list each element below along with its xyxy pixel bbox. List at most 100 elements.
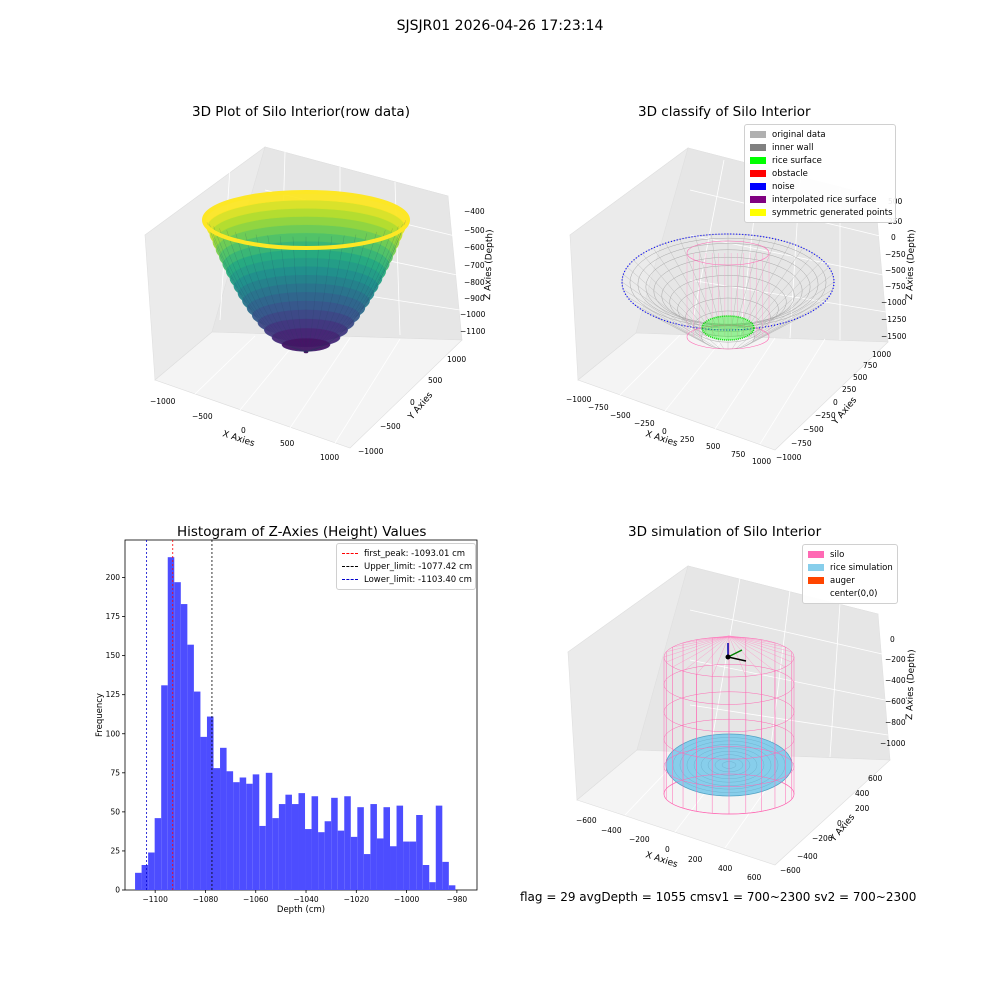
panel4-y-tick: −400 xyxy=(797,852,818,861)
histogram-bar xyxy=(246,783,253,890)
legend-item: noise xyxy=(750,180,890,193)
legend-swatch xyxy=(750,209,766,216)
panel2-y-tick: 250 xyxy=(842,385,857,394)
silo-roof-line xyxy=(728,635,762,675)
panel4-x-tick: −400 xyxy=(601,826,622,835)
original-data-line xyxy=(665,320,713,347)
original-data-line xyxy=(711,329,725,349)
panel1-x-tick: −500 xyxy=(192,412,213,421)
legend-line xyxy=(342,553,358,554)
y-tick-label: 0 xyxy=(115,886,120,895)
x-tick-label: −980 xyxy=(447,895,468,904)
legend-item: symmetric generated points xyxy=(750,206,893,219)
legend-label: first_peak: -1093.01 cm xyxy=(364,548,466,559)
legend-item: rice simulation xyxy=(808,561,893,574)
silo-roof-line xyxy=(728,635,786,648)
legend-swatch xyxy=(750,196,766,203)
panel2-x-tick: 250 xyxy=(680,435,695,444)
original-data-line xyxy=(642,310,707,345)
histogram-bar xyxy=(403,841,410,890)
panel3-legend: first_peak: -1093.01 cm Upper_limit: -10… xyxy=(336,543,476,590)
panel1-zlabel: Z Axies (Depth) xyxy=(483,229,495,300)
original-data-line xyxy=(751,303,823,343)
legend-label: original data xyxy=(772,129,826,140)
surface-meridian xyxy=(305,233,368,353)
histogram-bar xyxy=(167,557,175,890)
legend-label: symmetric generated points xyxy=(772,207,893,218)
legend-item: center(0,0) xyxy=(808,587,892,600)
surface-meridian xyxy=(305,231,377,353)
histogram-bar xyxy=(376,838,384,890)
legend-label: center(0,0) xyxy=(830,588,878,599)
histogram-bar xyxy=(135,872,142,890)
legend-swatch xyxy=(750,144,766,151)
histogram-bar xyxy=(233,782,240,890)
panel2-z-tick: −500 xyxy=(885,266,906,275)
surface-meridian xyxy=(255,234,307,353)
panel4-z-tick: −200 xyxy=(885,655,906,664)
legend-swatch xyxy=(750,157,766,164)
x-tick-label: −1000 xyxy=(394,895,420,904)
panel4-plot: −600 −400 −200 0 200 400 600 −600 −400 −… xyxy=(567,565,917,880)
panel4-y-tick: −600 xyxy=(780,866,801,875)
legend-label: rice surface xyxy=(772,155,822,166)
histogram-bar xyxy=(435,805,443,890)
panel1-xlabel: X Axies xyxy=(221,429,256,449)
histogram-bar xyxy=(298,793,306,890)
legend-item: Upper_limit: -1077.42 cm xyxy=(342,560,472,573)
surface-meridian xyxy=(305,226,399,353)
histogram-bar xyxy=(154,818,162,890)
histogram-bar xyxy=(278,804,286,890)
histogram-bar xyxy=(448,885,456,890)
histogram-bar xyxy=(206,716,214,890)
panel2-z-tick: −1500 xyxy=(881,332,907,341)
surface-meridian xyxy=(213,226,307,353)
panel1-x-tick: 500 xyxy=(280,439,295,448)
panel2-x-tick: −750 xyxy=(588,403,609,412)
silo-roof-line xyxy=(728,635,792,653)
surface-meridian xyxy=(305,222,406,353)
surface-meridian xyxy=(235,231,307,353)
rice-surface xyxy=(701,315,755,341)
original-data-line xyxy=(642,253,707,331)
legend-label: noise xyxy=(772,181,795,192)
silo-roof-line xyxy=(728,635,792,663)
legend-label: Lower_limit: -1103.40 cm xyxy=(364,574,472,585)
histogram-bar xyxy=(174,582,181,890)
original-data-line xyxy=(679,239,717,327)
panel2-x-tick: −1000 xyxy=(566,395,592,404)
surface-meridian xyxy=(292,236,307,353)
silo-hoop xyxy=(663,773,795,815)
panel2-y-tick: 1000 xyxy=(872,350,891,359)
panel1-z-tick: −900 xyxy=(464,294,485,303)
panel2-z-tick: −750 xyxy=(885,282,906,291)
surface-meridian xyxy=(244,233,307,353)
original-data-line xyxy=(621,281,702,338)
histogram-bar xyxy=(213,768,221,890)
panel4-z-tick: −800 xyxy=(885,718,906,727)
panel2-x-tick: 1000 xyxy=(752,457,771,466)
legend-swatch xyxy=(808,551,824,558)
panel2-y-tick: −1000 xyxy=(776,453,802,462)
original-data-line xyxy=(739,239,777,327)
panel1-y-tick: 0 xyxy=(410,398,415,407)
original-data-line xyxy=(746,247,804,329)
panel3-ylabel: Frequency xyxy=(95,693,105,737)
legend-swatch xyxy=(750,131,766,138)
panel3-title: Histogram of Z-Axies (Height) Values xyxy=(177,524,427,540)
x-tick-label: −1060 xyxy=(243,895,269,904)
histogram-bar xyxy=(344,796,351,890)
silo-roof-line xyxy=(672,635,730,648)
original-data-line xyxy=(753,267,829,334)
panel4-x-tick: 400 xyxy=(718,864,733,873)
panel4-z-tick: 0 xyxy=(890,635,895,644)
panel1-z-tick: −400 xyxy=(464,207,485,216)
panel1-z-tick: −800 xyxy=(464,278,485,287)
status-text: flag = 29 avgDepth = 1055 cmsv1 = 700~23… xyxy=(520,890,917,904)
panel4-x-tick: 0 xyxy=(665,845,670,854)
panel4-z-tick: −600 xyxy=(885,697,906,706)
panel1-x-tick: −1000 xyxy=(150,397,176,406)
surface-meridian xyxy=(305,219,407,353)
silo-hoop xyxy=(663,746,795,787)
panel2-y-tick: 0 xyxy=(833,398,838,407)
